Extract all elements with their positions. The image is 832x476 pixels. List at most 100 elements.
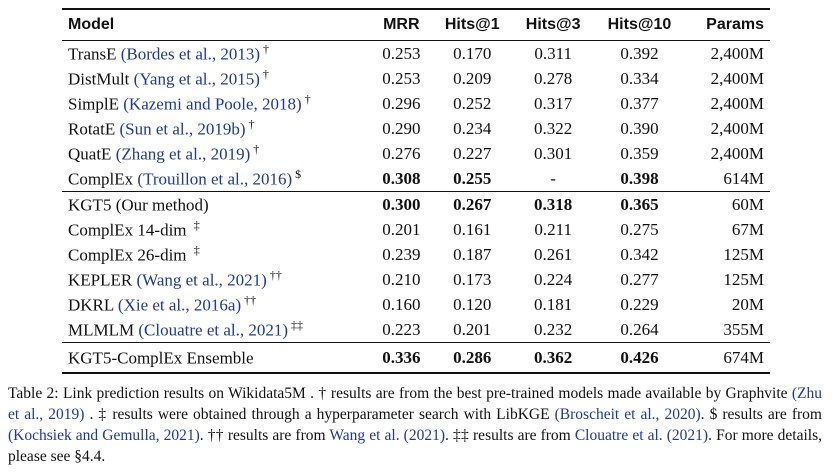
model-name: ComplEx 26-dim: [68, 245, 187, 265]
model-cell: KEPLER (Wang et al., 2021) ††: [62, 267, 371, 292]
model-citation-link[interactable]: (Zhang et al., 2019): [115, 144, 251, 164]
caption-text: . ‡‡ results are from: [445, 427, 575, 444]
table-row: RotatE (Sun et al., 2019b) † 0.290 0.234 0.3…: [62, 116, 770, 141]
model-name: KGT5 (Our method): [68, 195, 209, 215]
metric-hits10-cell: 0.359: [620, 143, 659, 163]
metric-mrr-cell: 0.160: [382, 294, 421, 314]
table-row: QuatE (Zhang et al., 2019) † 0.276 0.227 0.3…: [62, 141, 770, 166]
model-cell: TransE (Bordes et al., 2013) †: [62, 41, 371, 67]
table-row: DKRL (Xie et al., 2016a) †† 0.160 0.120 0.18…: [62, 292, 770, 317]
params-cell: 674M: [685, 342, 770, 374]
metric-hits1-cell: 0.267: [431, 191, 513, 217]
table-row: SimplE (Kazemi and Poole, 2018) † 0.296 0.2…: [62, 91, 770, 116]
metric-mrr-cell: 0.308: [382, 168, 421, 188]
footnote-mark: ††: [244, 293, 257, 308]
model-cell: KGT5 (Our method): [62, 191, 371, 217]
model-cell: DistMult (Yang et al., 2015) †: [62, 66, 371, 91]
params-cell: 125M: [723, 269, 764, 289]
metric-mrr-cell: 0.201: [382, 219, 421, 239]
metric-mrr-cell: 0.223: [382, 319, 421, 339]
model-citation-link[interactable]: (Trouillon et al., 2016): [137, 169, 293, 189]
metric-hits1-cell: 0.255: [453, 168, 492, 188]
header-hits1: Hits@1: [431, 8, 513, 41]
metric-hits3-cell: 0.322: [534, 118, 573, 138]
metric-hits10-cell: 0.377: [620, 93, 659, 113]
model-name: KGT5-ComplEx Ensemble: [68, 348, 254, 368]
params-cell: 2,400M: [710, 93, 764, 113]
model-name: RotatE: [68, 119, 116, 139]
header-row: Model MRR Hits@1 Hits@3 Hits@10 Params: [62, 8, 770, 41]
table-caption: Table 2: Link prediction results on Wiki…: [8, 383, 822, 467]
metric-mrr-cell: 0.210: [382, 269, 421, 289]
model-cell: RotatE (Sun et al., 2019b) †: [62, 116, 371, 141]
params-cell: 67M: [731, 219, 764, 239]
metric-hits10-cell: 0.398: [620, 168, 659, 188]
table-row: ComplEx (Trouillon et al., 2016) $ 0.308 0.…: [62, 166, 770, 192]
model-name: QuatE: [68, 144, 112, 164]
metric-hits3-cell: 0.318: [512, 191, 594, 217]
caption-citation-link[interactable]: Wang et al. (2021): [329, 427, 445, 444]
table-row: DistMult (Yang et al., 2015) † 0.253 0.209 0…: [62, 66, 770, 91]
footnote-mark: ‡‡: [291, 318, 304, 333]
footnote-mark: †: [304, 92, 311, 107]
metric-hits10-cell: 0.342: [620, 244, 659, 264]
metric-hits1-cell: 0.161: [453, 219, 492, 239]
model-citation-link[interactable]: (Kazemi and Poole, 2018): [123, 94, 302, 114]
model-cell: DKRL (Xie et al., 2016a) ††: [62, 292, 371, 317]
params-cell: 355M: [723, 319, 764, 339]
footnote-mark: ‡: [193, 218, 200, 233]
model-cell: ComplEx (Trouillon et al., 2016) $: [62, 166, 371, 192]
model-citation-link[interactable]: (Bordes et al., 2013): [120, 44, 261, 64]
metric-hits3-cell: -: [550, 168, 556, 188]
metric-mrr-cell: 0.253: [382, 43, 421, 63]
metric-hits3-cell: 0.181: [534, 294, 573, 314]
model-cell: MLMLM (Clouatre et al., 2021) ‡‡: [62, 317, 371, 343]
caption-citation-link[interactable]: (Broscheit et al., 2020): [554, 406, 701, 423]
header-params: Params: [685, 8, 770, 41]
model-citation-link[interactable]: (Xie et al., 2016a): [117, 295, 242, 315]
metric-hits1-cell: 0.234: [453, 118, 492, 138]
params-cell: 2,400M: [710, 118, 764, 138]
metric-hits1-cell: 0.173: [453, 269, 492, 289]
model-citation-link[interactable]: (Yang et al., 2015): [133, 69, 260, 89]
caption-text: Table 2: Link prediction results on Wiki…: [8, 385, 792, 402]
metric-hits10-cell: 0.229: [620, 294, 659, 314]
caption-text: . †† results are from: [199, 427, 330, 444]
model-cell: SimplE (Kazemi and Poole, 2018) †: [62, 91, 371, 116]
model-citation-link[interactable]: (Wang et al., 2021): [136, 270, 267, 290]
metric-mrr-cell: 0.253: [382, 68, 421, 88]
table-row: KGT5 (Our method) 0.300 0.267 0.318 0.365 60…: [62, 191, 770, 217]
model-name: DistMult: [68, 69, 130, 89]
footnote-mark: †: [263, 42, 270, 57]
metric-hits1-cell: 0.187: [453, 244, 492, 264]
metric-mrr-cell: 0.290: [382, 118, 421, 138]
params-cell: 20M: [731, 294, 764, 314]
caption-citation-link[interactable]: (Zhu et al., 2019): [8, 385, 822, 423]
model-cell: ComplEx 14-dim ‡: [62, 217, 371, 242]
table-body: TransE (Bordes et al., 2013) † 0.253 0.170 0…: [62, 41, 770, 374]
metric-mrr-cell: 0.296: [382, 93, 421, 113]
metric-hits10-cell: 0.277: [620, 269, 659, 289]
caption-citation-link[interactable]: (Kochsiek and Gemulla, 2021): [8, 427, 200, 444]
caption-citation-link[interactable]: Clouatre et al. (2021): [574, 427, 709, 444]
header-mrr: MRR: [370, 8, 432, 41]
footnote-mark: †: [248, 117, 255, 132]
footnote-mark: $: [295, 167, 302, 182]
metric-hits10-cell: 0.264: [620, 319, 659, 339]
metric-hits3-cell: 0.278: [534, 68, 573, 88]
metric-hits3-cell: 0.211: [534, 219, 572, 239]
header-hits10: Hits@10: [593, 8, 686, 41]
model-citation-link[interactable]: (Sun et al., 2019b): [119, 119, 246, 139]
metric-hits3-cell: 0.311: [534, 43, 572, 63]
model-citation-link[interactable]: (Clouatre et al., 2021): [138, 320, 289, 340]
model-cell: KGT5-ComplEx Ensemble: [62, 342, 371, 374]
caption-text: . $ results are from: [700, 406, 822, 423]
table-row: TransE (Bordes et al., 2013) † 0.253 0.170 0…: [62, 41, 770, 67]
params-cell: 60M: [685, 191, 770, 217]
metric-hits3-cell: 0.301: [534, 143, 573, 163]
metric-hits10-cell: 0.426: [593, 342, 686, 374]
footnote-mark: ‡: [193, 243, 200, 258]
params-cell: 125M: [723, 244, 764, 264]
params-cell: 2,400M: [710, 68, 764, 88]
